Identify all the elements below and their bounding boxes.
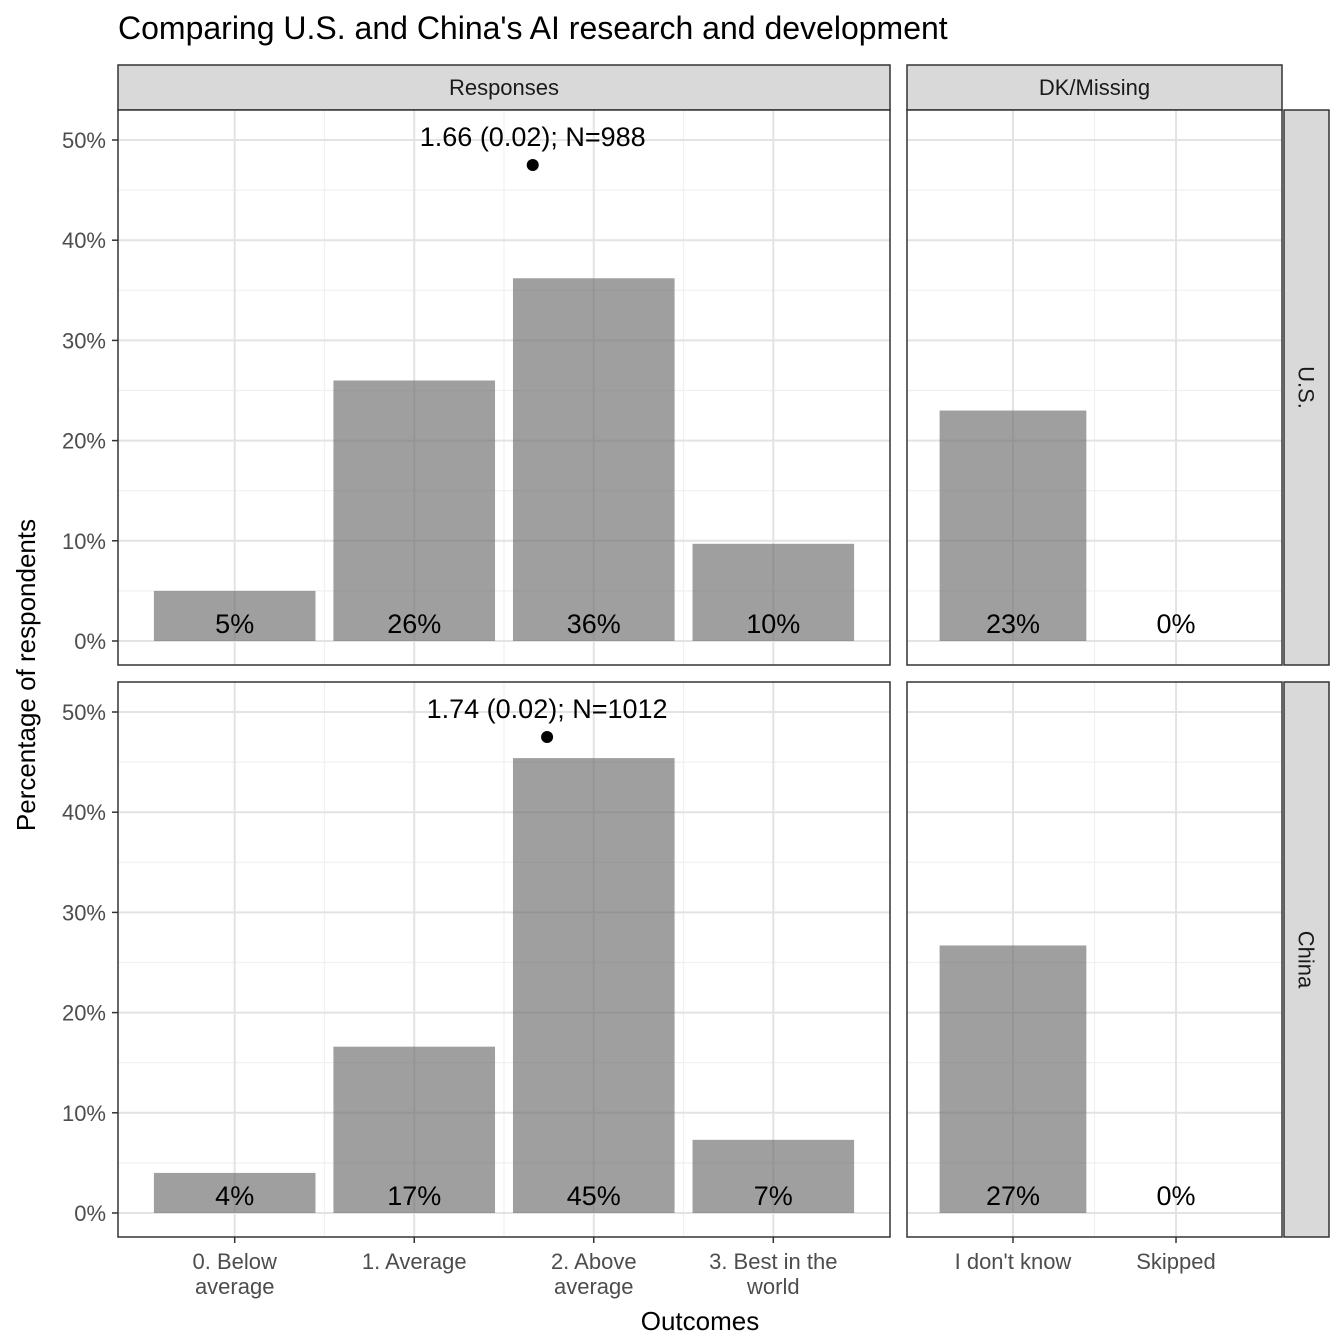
bar-value-label: 7%	[754, 1181, 793, 1211]
column-strip-0	[117, 64, 891, 111]
y-axis-label: Percentage of respondents	[11, 519, 41, 831]
y-tick-label: 40%	[62, 800, 106, 825]
bar-value-label: 5%	[215, 609, 254, 639]
y-tick-label: 50%	[62, 700, 106, 725]
x-tick-label: 0. Below	[193, 1249, 277, 1274]
mean-point	[541, 731, 554, 744]
mean-annotation: 1.74 (0.02); N=1012	[427, 694, 668, 724]
bar-value-label: 45%	[567, 1181, 621, 1211]
bar	[939, 410, 1087, 641]
row-strip-0	[1283, 109, 1330, 666]
bar	[512, 758, 675, 1213]
x-tick-label: 2. Above	[551, 1249, 637, 1274]
column-strip-1	[906, 64, 1283, 111]
y-tick-label: 0%	[74, 629, 106, 654]
bar	[939, 945, 1087, 1213]
bar	[692, 543, 855, 641]
bar-value-label: 4%	[215, 1181, 254, 1211]
x-tick-label: average	[195, 1274, 275, 1299]
y-tick-label: 0%	[74, 1201, 106, 1226]
y-tick-label: 50%	[62, 128, 106, 153]
bar-value-label: 23%	[986, 609, 1040, 639]
bar-value-label: 36%	[567, 609, 621, 639]
mean-point	[526, 159, 539, 172]
chart-title: Comparing U.S. and China's AI research a…	[118, 10, 948, 46]
row-strip-label: China	[1294, 931, 1319, 989]
x-tick-label: 1. Average	[362, 1249, 467, 1274]
panel-border	[906, 681, 1283, 1238]
column-strip-label: DK/Missing	[1039, 75, 1150, 100]
y-tick-label: 20%	[62, 1001, 106, 1026]
bar-value-label: 26%	[387, 609, 441, 639]
mean-annotation: 1.66 (0.02); N=988	[420, 122, 646, 152]
panel-border	[906, 109, 1283, 666]
x-tick-label: average	[554, 1274, 634, 1299]
bar	[692, 1139, 855, 1213]
panel-border	[117, 681, 891, 1238]
panel-border	[117, 109, 891, 666]
bar-value-label: 0%	[1157, 609, 1196, 639]
y-tick-label: 40%	[62, 228, 106, 253]
x-tick-label: Skipped	[1136, 1249, 1216, 1274]
y-tick-label: 10%	[62, 1101, 106, 1126]
x-tick-label: I don't know	[955, 1249, 1072, 1274]
bar-value-label: 0%	[1157, 1181, 1196, 1211]
bar-value-label: 10%	[746, 609, 800, 639]
bar	[512, 278, 675, 641]
row-strip-1	[1283, 681, 1330, 1238]
bar	[333, 380, 496, 641]
bar	[153, 590, 316, 641]
x-tick-label: world	[746, 1274, 800, 1299]
bar	[333, 1046, 496, 1213]
y-tick-label: 10%	[62, 529, 106, 554]
x-tick-label: 3. Best in the	[709, 1249, 837, 1274]
bar	[153, 1172, 316, 1213]
x-axis-label: Outcomes	[641, 1306, 760, 1336]
y-tick-label: 30%	[62, 328, 106, 353]
row-strip-label: U.S.	[1294, 366, 1319, 409]
y-tick-label: 30%	[62, 900, 106, 925]
y-tick-label: 20%	[62, 429, 106, 454]
bar-value-label: 17%	[387, 1181, 441, 1211]
bar-value-label: 27%	[986, 1181, 1040, 1211]
column-strip-label: Responses	[449, 75, 559, 100]
